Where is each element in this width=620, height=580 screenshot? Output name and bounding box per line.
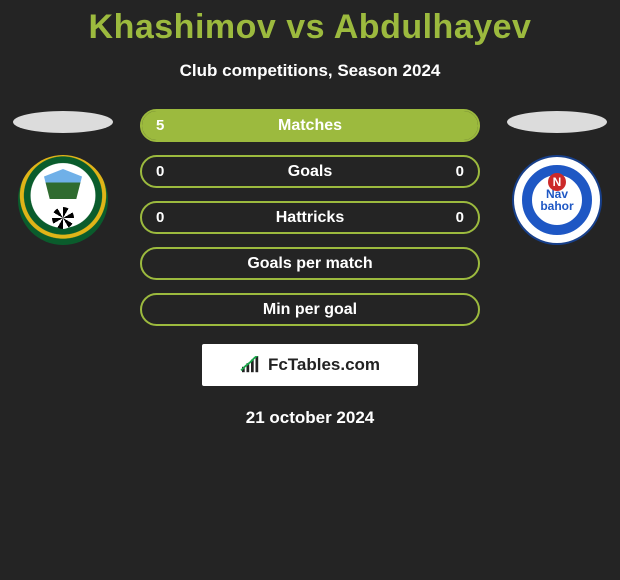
bar-chart-icon [240, 356, 262, 374]
stat-pill-hattricks: 0 Hattricks 0 [140, 201, 480, 234]
team-badge-left [18, 155, 108, 245]
stat-label: Hattricks [276, 209, 344, 227]
stat-value-right: 0 [456, 163, 464, 180]
left-team-column [8, 111, 118, 245]
team-badge-right: Navbahor [512, 155, 602, 245]
stat-value-left: 5 [156, 117, 164, 134]
attribution-text: FcTables.com [268, 355, 380, 375]
attribution-badge: FcTables.com [202, 344, 418, 386]
page-title: Khashimov vs Abdulhayev [0, 0, 620, 47]
stat-value-right: 0 [456, 209, 464, 226]
stat-pill-goals-per-match: Goals per match [140, 247, 480, 280]
player-silhouette-left [13, 111, 113, 133]
stat-label: Goals per match [247, 255, 372, 273]
stat-label: Min per goal [263, 301, 357, 319]
stat-pill-min-per-goal: Min per goal [140, 293, 480, 326]
stats-column: 5 Matches 0 Goals 0 0 Hattricks 0 Goals per matc… [140, 109, 480, 326]
stat-label: Matches [278, 117, 342, 135]
right-team-column: Navbahor [502, 111, 612, 245]
stat-pill-matches: 5 Matches [140, 109, 480, 142]
date-text: 21 october 2024 [0, 408, 620, 428]
comparison-content: 5 Matches 0 Goals 0 0 Hattricks 0 Goals per matc… [0, 111, 620, 326]
player-silhouette-right [507, 111, 607, 133]
stat-pill-goals: 0 Goals 0 [140, 155, 480, 188]
page-subtitle: Club competitions, Season 2024 [0, 61, 620, 81]
stat-value-left: 0 [156, 209, 164, 226]
stat-value-left: 0 [156, 163, 164, 180]
team-badge-right-text: Navbahor [540, 188, 573, 212]
stat-label: Goals [288, 163, 332, 181]
